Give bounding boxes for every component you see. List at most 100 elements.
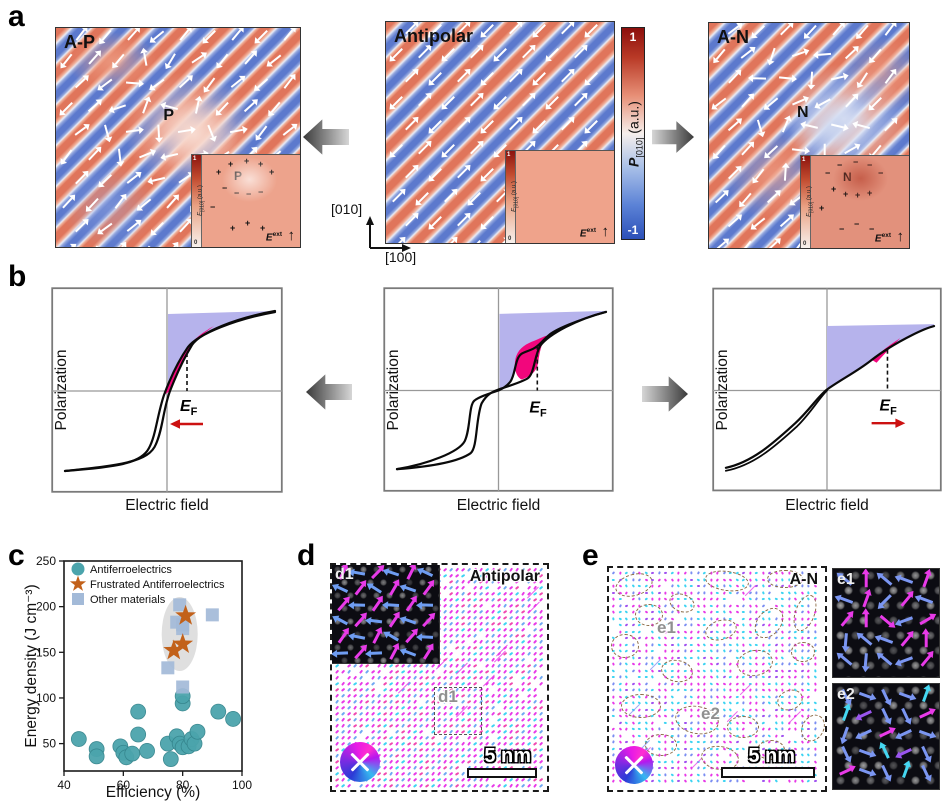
vector-mark <box>644 649 647 653</box>
white-dipole-arrow-icon <box>535 119 546 131</box>
vector-mark <box>418 742 423 746</box>
vector-mark <box>412 730 417 734</box>
polar-displacement-arrow-icon <box>902 764 909 778</box>
vector-mark <box>813 747 817 750</box>
atom-column <box>911 661 920 670</box>
vector-mark <box>611 571 616 575</box>
vector-mark <box>787 604 790 607</box>
vector-mark <box>618 694 622 699</box>
vector-mark <box>618 623 622 627</box>
vector-mark <box>509 693 513 698</box>
vector-mark <box>728 701 733 705</box>
vector-mark <box>431 765 435 770</box>
vector-mark <box>395 771 399 776</box>
vector-mark <box>514 664 519 668</box>
vector-mark <box>382 729 387 734</box>
atom-column <box>366 605 374 612</box>
white-dipole-arrow-icon <box>405 119 416 131</box>
atom-column <box>340 605 348 612</box>
vector-mark <box>624 616 629 621</box>
vector-mark <box>502 616 507 620</box>
atom-column <box>425 566 432 573</box>
vector-mark <box>670 643 674 646</box>
vector-mark <box>722 590 726 595</box>
white-dipole-arrow-icon <box>509 23 520 35</box>
vector-mark <box>696 753 700 757</box>
vector-mark <box>443 663 447 668</box>
atom-column <box>926 601 935 610</box>
atom-column <box>896 686 905 695</box>
polar-displacement-arrow-icon <box>335 651 349 655</box>
atom-column <box>366 631 374 638</box>
vector-mark <box>418 712 423 716</box>
vector-mark <box>394 747 399 752</box>
vector-mark <box>496 783 501 788</box>
vector-mark <box>340 784 345 788</box>
vector-mark <box>631 630 635 633</box>
vector-mark <box>637 734 641 737</box>
vector-mark <box>497 603 501 608</box>
vector-mark <box>657 571 661 575</box>
vector-mark <box>644 688 648 692</box>
vector-mark <box>496 610 501 614</box>
vector-mark <box>460 759 465 764</box>
vector-mark <box>359 783 363 788</box>
vector-mark <box>709 733 713 738</box>
vector-mark <box>806 668 811 673</box>
vector-mark <box>412 687 417 692</box>
vector-mark <box>813 642 817 647</box>
vector-mark <box>664 779 667 783</box>
polarization-color-wheel-icon <box>340 742 380 782</box>
vector-mark <box>448 658 453 662</box>
vector-mark <box>774 779 778 783</box>
vector-mark <box>334 748 339 752</box>
vector-mark <box>400 717 405 722</box>
vector-mark <box>761 779 765 783</box>
atom-column <box>334 618 341 625</box>
vector-mark <box>461 591 465 596</box>
vector-mark <box>676 772 680 777</box>
vector-mark <box>490 730 495 734</box>
vector-mark <box>406 705 411 710</box>
vector-mark <box>741 590 745 595</box>
y-tick-label: 250 <box>36 554 56 568</box>
vector-mark <box>484 783 489 788</box>
vector-mark <box>467 657 471 662</box>
vector-mark <box>767 590 772 595</box>
vector-mark <box>800 779 804 783</box>
atom-column <box>866 716 875 725</box>
vector-mark <box>624 630 628 633</box>
domain-boundary-ellipse <box>767 570 803 588</box>
vector-mark <box>715 681 720 686</box>
vector-mark <box>638 597 641 601</box>
vector-mark <box>419 735 423 740</box>
vector-mark <box>455 633 459 638</box>
vector-mark <box>761 701 765 705</box>
vector-mark <box>358 663 363 668</box>
vector-mark <box>382 778 387 782</box>
vector-mark <box>478 592 483 596</box>
vector-mark <box>383 783 387 788</box>
vector-mark <box>813 656 816 659</box>
vector-mark <box>460 669 465 674</box>
map-a-p-title: A-P <box>64 32 95 52</box>
vector-mark <box>388 688 393 692</box>
white-dipole-arrow-icon <box>231 29 242 41</box>
vector-mark <box>509 597 513 602</box>
vector-mark <box>742 694 745 699</box>
vector-mark <box>430 742 435 746</box>
atom-column <box>926 661 935 670</box>
polarization-color-wheel-icon <box>615 746 653 784</box>
vector-mark <box>787 675 791 679</box>
vector-mark <box>430 663 435 668</box>
vector-mark <box>526 664 531 668</box>
polar-displacement-arrow-icon <box>864 573 868 588</box>
vector-mark <box>532 616 537 620</box>
white-dipole-arrow-icon <box>496 95 507 107</box>
vector-mark <box>466 621 471 626</box>
inset-colorbar-max: 1 <box>193 156 197 162</box>
vector-mark <box>473 591 477 596</box>
vector-mark <box>515 651 519 656</box>
vector-mark <box>793 636 798 640</box>
vector-mark <box>793 630 798 633</box>
